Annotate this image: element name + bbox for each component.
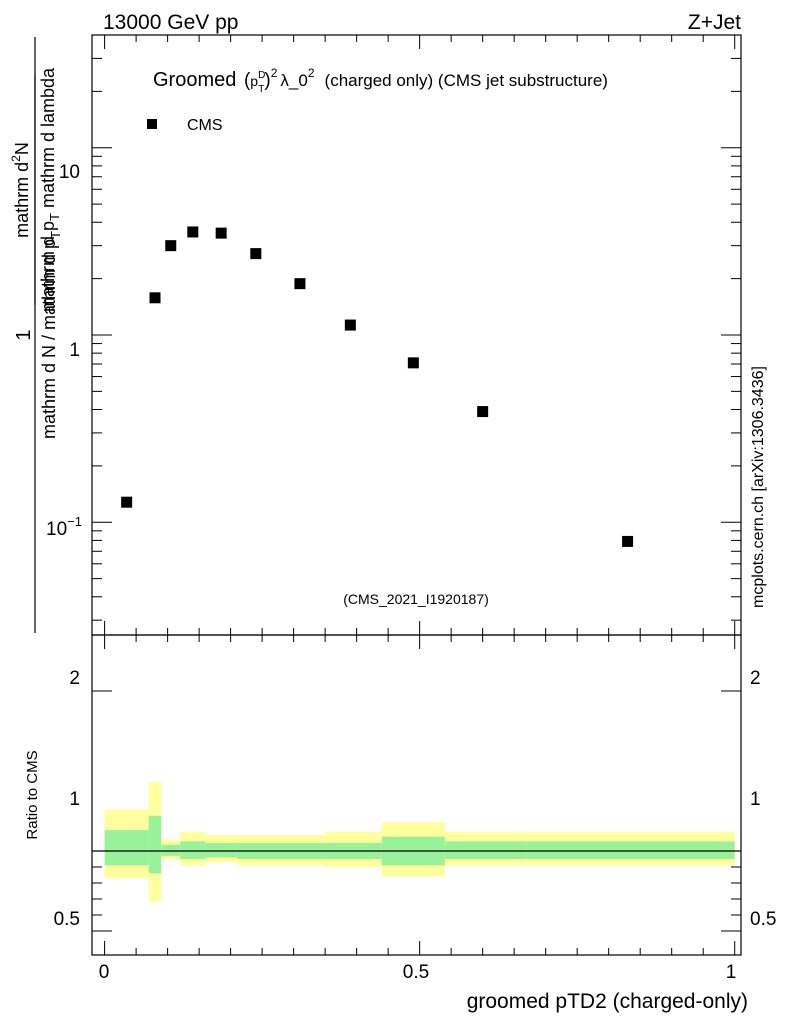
title-exp-2: 2 bbox=[308, 66, 315, 80]
ytick-label-10: 10 bbox=[59, 162, 80, 183]
ratio-ytick-label-2-left: 2 bbox=[69, 668, 80, 689]
ratio-stat-band-0 bbox=[104, 830, 149, 866]
ratio-stat-band-3 bbox=[180, 841, 206, 859]
data-point-4 bbox=[215, 227, 227, 239]
xtick-label-0.5: 0.5 bbox=[403, 962, 429, 983]
xtick-label-1: 1 bbox=[726, 962, 737, 983]
ratio-stat-band-8 bbox=[444, 841, 527, 859]
ratio-ytick-label-2-right: 2 bbox=[750, 668, 761, 689]
title-suffix: (charged only) (CMS jet substructure) bbox=[325, 71, 608, 90]
data-point-0 bbox=[121, 496, 133, 508]
data-point-3 bbox=[187, 226, 199, 238]
analysis-label: (CMS_2021_I1920187) bbox=[343, 591, 489, 607]
ytick-label-1: 1 bbox=[69, 340, 80, 361]
ratio-stat-band-2 bbox=[161, 844, 181, 856]
ratio-ytick-label-0.5-right: 0.5 bbox=[750, 909, 776, 930]
data-point-7 bbox=[344, 319, 356, 331]
plot-title: Groomed (pD T)2 λ_02 (charged only) (CMS je… bbox=[153, 66, 608, 95]
title-paren-open: ( bbox=[244, 70, 251, 91]
ratio-panel: 2 1 0.5 2 1 0.5 0 0.5 1 groomed pTD2 (ch… bbox=[24, 634, 776, 1013]
data-point-6 bbox=[294, 278, 306, 290]
ratio-bands bbox=[104, 782, 735, 903]
data-point-9 bbox=[477, 406, 489, 418]
ytick-label-0.1: 10−1 bbox=[46, 514, 82, 540]
main-data-points bbox=[121, 226, 634, 547]
data-point-1 bbox=[149, 292, 161, 304]
main-axis-ticks bbox=[92, 34, 741, 635]
ylabel-numerator: mathrm d2N bbox=[9, 142, 32, 238]
ratio-stat-band-9 bbox=[526, 841, 735, 859]
ylabel-prefactor-denominator: mathrm d N / mathrm d pT bbox=[39, 231, 63, 439]
title-rest: λ_0 bbox=[280, 71, 307, 90]
data-point-8 bbox=[407, 357, 419, 369]
title-exp-1: 2 bbox=[271, 66, 278, 80]
data-point-2 bbox=[165, 240, 177, 252]
ratio-ytick-label-1-left: 1 bbox=[69, 789, 80, 810]
main-panel: Groomed (pD T)2 λ_02 (charged only) (CMS je… bbox=[46, 34, 742, 636]
title-word: Groomed bbox=[153, 69, 236, 91]
ratio-stat-band-4 bbox=[205, 843, 237, 858]
ylabel-prefactor: 1 bbox=[13, 329, 35, 340]
ratio-axis-ticks bbox=[92, 635, 741, 955]
ylabel-denominator: mathrm d pT mathrm d lambda bbox=[38, 67, 62, 312]
title-sup-d: D bbox=[258, 70, 265, 81]
legend-marker-cms bbox=[147, 119, 157, 129]
ratio-frame bbox=[91, 634, 742, 956]
ratio-ytick-label-1-right: 1 bbox=[750, 789, 761, 810]
header-right: Z+Jet bbox=[688, 11, 741, 34]
xtick-label-0: 0 bbox=[99, 962, 110, 983]
data-point-5 bbox=[250, 248, 262, 260]
ylabel-inner-fraction: mathrm d2N mathrm d pT mathrm d lambda bbox=[9, 67, 62, 312]
ratio-ylabel: Ratio to CMS bbox=[24, 750, 41, 839]
header-left: 13000 GeV pp bbox=[103, 11, 238, 34]
title-sub-t: T bbox=[258, 84, 264, 95]
side-label: mcplots.cern.ch [arXiv:1306.3436] bbox=[750, 366, 767, 608]
title-paren-close: ) bbox=[264, 70, 270, 91]
x-axis-label: groomed pTD2 (charged-only) bbox=[467, 990, 748, 1013]
ratio-stat-band-1 bbox=[148, 815, 162, 874]
ratio-ytick-label-0.5-left: 0.5 bbox=[54, 909, 80, 930]
data-point-10 bbox=[622, 535, 634, 547]
legend-label-cms: CMS bbox=[187, 117, 223, 134]
title-p: p bbox=[250, 73, 258, 89]
